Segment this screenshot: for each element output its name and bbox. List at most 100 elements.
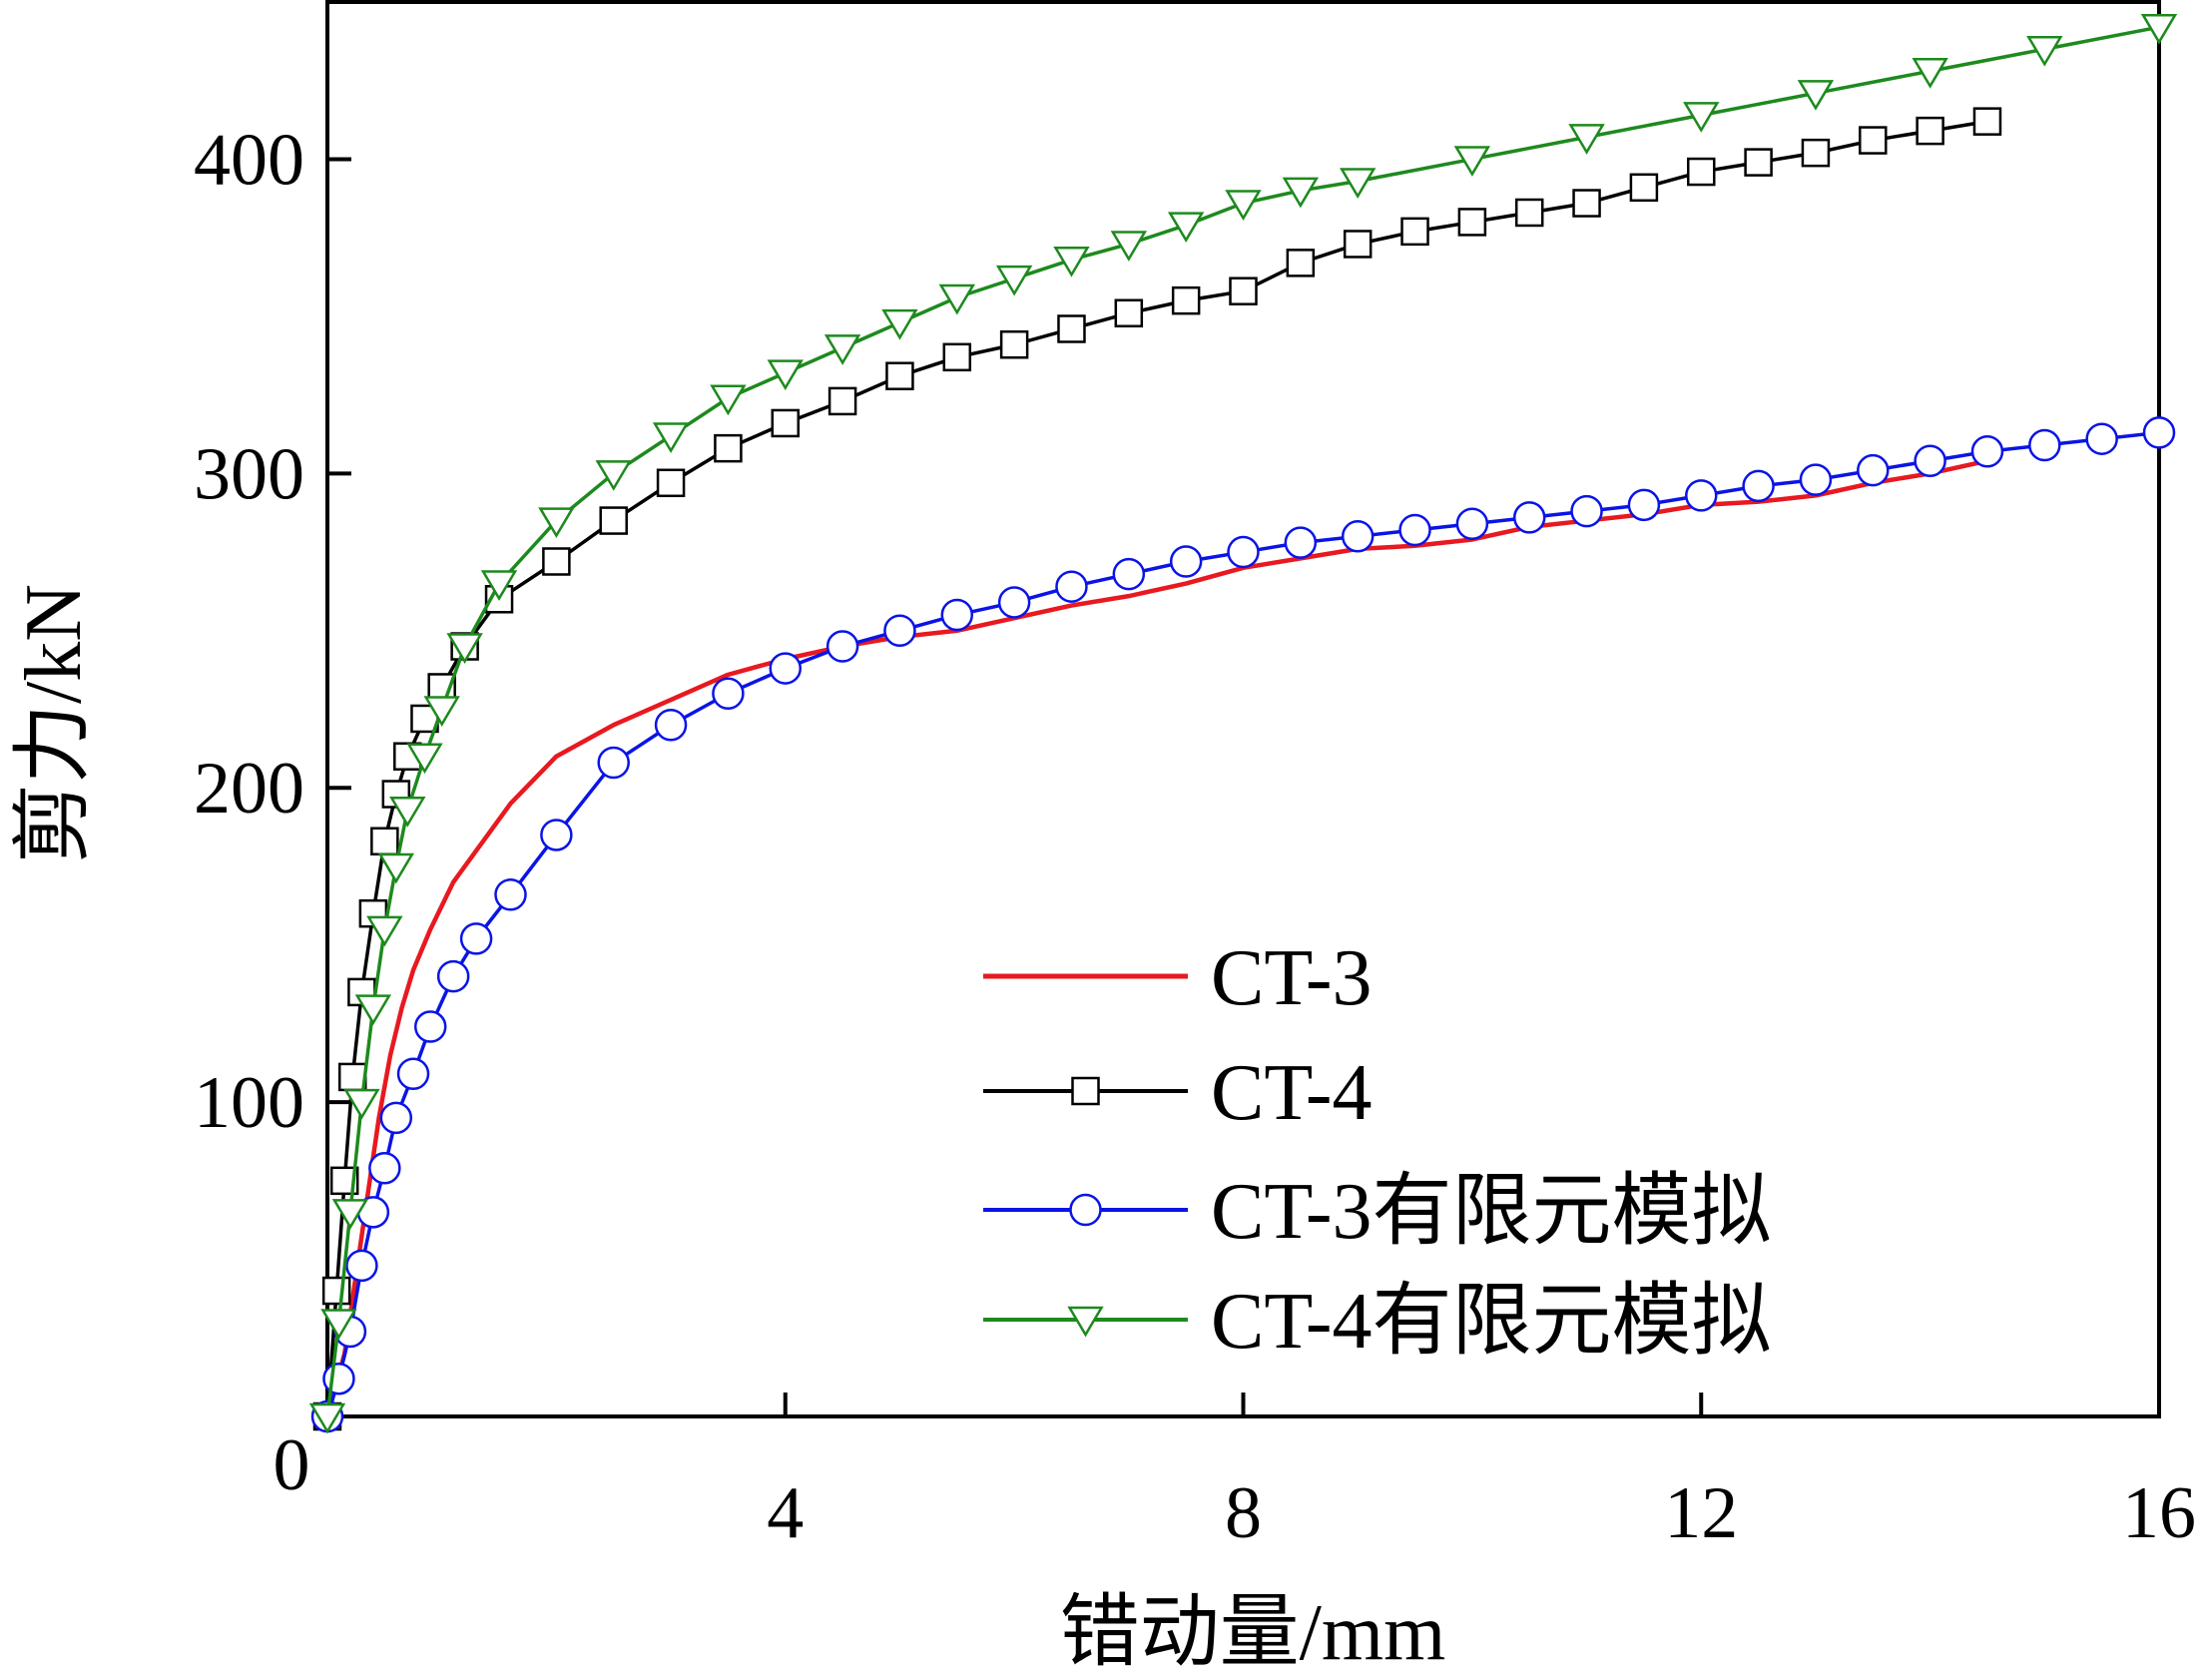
data-point <box>595 460 632 491</box>
data-point <box>1229 277 1258 305</box>
data-point <box>1916 116 1944 146</box>
legend-item: CT-4 <box>983 1049 1373 1137</box>
data-point <box>1110 231 1148 262</box>
data-point <box>1568 124 1605 155</box>
data-point <box>1457 208 1487 237</box>
data-point <box>1629 173 1659 203</box>
data-point <box>999 329 1029 359</box>
data-point <box>1801 138 1831 168</box>
data-point <box>827 386 857 416</box>
data-point <box>2142 416 2176 449</box>
y-tick-label: 200 <box>194 748 304 830</box>
data-point <box>337 1062 367 1092</box>
data-point <box>942 342 972 372</box>
data-point <box>542 547 571 576</box>
x-tick-label: 4 <box>767 1472 804 1554</box>
x-tick-label: 12 <box>1664 1472 1738 1554</box>
data-point <box>1400 217 1429 247</box>
data-point <box>1972 107 2002 136</box>
data-point <box>1970 435 2004 468</box>
data-point <box>446 633 483 664</box>
data-point <box>2026 35 2063 67</box>
data-point <box>995 265 1033 296</box>
data-point <box>1225 190 1262 221</box>
y-tick-label: 400 <box>194 119 304 201</box>
legend: CT-3 CT-4 CT-3有限元模拟 CT-4有限元模拟 <box>983 934 1772 1366</box>
data-point <box>652 422 690 453</box>
data-point <box>826 630 859 663</box>
data-point <box>538 507 575 539</box>
y-tick-label: 100 <box>194 1062 304 1144</box>
series-line <box>324 458 1988 1417</box>
data-point <box>1914 444 1946 477</box>
data-point <box>1341 520 1375 553</box>
data-point <box>377 852 415 884</box>
data-point <box>379 1101 413 1135</box>
legend-marker <box>1071 1076 1100 1106</box>
data-point <box>2085 422 2118 455</box>
data-point <box>1859 126 1888 155</box>
data-point <box>714 433 743 463</box>
data-point <box>767 359 804 391</box>
data-point <box>597 746 630 780</box>
data-point <box>436 959 470 993</box>
data-point <box>396 1057 430 1091</box>
data-point <box>1171 285 1201 315</box>
data-point <box>1453 146 1491 177</box>
data-point <box>1797 80 1835 111</box>
data-point <box>1687 157 1716 187</box>
data-point <box>710 384 747 416</box>
data-point <box>1514 198 1544 228</box>
legend-marker <box>1067 1306 1104 1338</box>
data-point <box>331 1199 369 1230</box>
axes-layer: 4 8 12 16 100 200 300 400 <box>194 0 2196 1554</box>
series-layer <box>308 13 2178 1434</box>
data-point <box>322 1362 355 1396</box>
data-point <box>599 506 628 535</box>
data-point <box>459 922 493 955</box>
data-point <box>1284 526 1318 559</box>
data-point <box>321 1276 351 1306</box>
data-point <box>2140 13 2178 45</box>
data-point <box>540 819 573 851</box>
legend-label: CT-3 <box>1211 934 1373 1022</box>
data-point <box>1685 479 1718 512</box>
series-4 <box>308 13 2178 1434</box>
data-point <box>368 1151 401 1185</box>
legend-marker <box>1069 1193 1102 1227</box>
data-point <box>656 468 686 498</box>
data-point <box>480 570 518 601</box>
data-point <box>1683 102 1720 133</box>
series-1 <box>324 458 1988 1417</box>
data-point <box>1057 314 1086 343</box>
data-point <box>1857 453 1890 487</box>
data-point <box>1169 545 1203 578</box>
data-point <box>413 1010 447 1043</box>
data-point <box>885 361 914 390</box>
data-point <box>1398 513 1431 547</box>
data-point <box>1053 246 1090 278</box>
data-point <box>366 915 403 947</box>
data-point <box>1912 58 1948 89</box>
data-point <box>308 1402 346 1434</box>
data-point <box>1799 463 1833 496</box>
x-tick-label: 8 <box>1225 1472 1262 1554</box>
data-point <box>423 696 460 727</box>
data-point <box>406 743 443 775</box>
data-point <box>824 334 861 365</box>
data-point <box>1455 507 1489 540</box>
legend-label: CT-3有限元模拟 <box>1211 1168 1772 1256</box>
data-point <box>938 283 975 315</box>
data-point <box>2028 428 2061 462</box>
data-point <box>769 652 802 685</box>
series-line <box>325 430 2160 1417</box>
data-point <box>1512 501 1546 534</box>
data-point <box>1742 469 1775 503</box>
data-point <box>345 1249 378 1283</box>
data-point <box>1227 535 1260 569</box>
y-axis-title: 剪力/kN <box>10 584 98 863</box>
data-point <box>389 797 426 828</box>
data-point <box>1286 249 1316 278</box>
data-point <box>354 994 392 1026</box>
